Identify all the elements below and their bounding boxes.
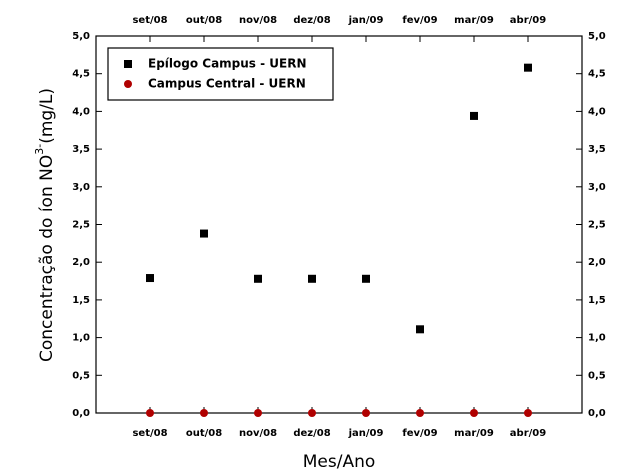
x-tick-label: fev/09 (402, 428, 437, 439)
point (470, 111, 478, 120)
y-tick-label: 4,0 (72, 106, 90, 117)
y2-tick-label: 1,0 (588, 333, 606, 344)
point (254, 409, 262, 417)
y2-tick-label: 2,0 (588, 257, 606, 268)
point (362, 409, 370, 417)
y-tick-label: 1,0 (72, 333, 90, 344)
x-axis-title: Mes/Ano (303, 452, 376, 472)
x-tick-label: out/08 (186, 428, 222, 439)
point (146, 409, 154, 417)
point (524, 63, 532, 72)
point (416, 409, 424, 417)
x2-tick-label: nov/08 (239, 15, 277, 26)
x2-tick-label: out/08 (186, 15, 222, 26)
x-tick-label: set/08 (132, 428, 167, 439)
y-tick-label: 3,5 (72, 144, 90, 155)
point (416, 325, 424, 334)
x-tick-label: nov/08 (239, 428, 277, 439)
point (308, 274, 316, 283)
point (200, 409, 208, 417)
y2-tick-label: 3,0 (588, 182, 606, 193)
y2-tick-label: 3,5 (588, 144, 606, 155)
x2-tick-label: jan/09 (348, 15, 384, 26)
x2-tick-label: mar/09 (454, 15, 494, 26)
y-tick-label: 3,0 (72, 182, 90, 193)
point (362, 274, 370, 283)
y-tick-label: 0,5 (72, 370, 90, 381)
point (200, 229, 208, 238)
legend-box (107, 47, 334, 101)
y-axis-title-main: Concentração do íon NO (37, 155, 57, 362)
x2-tick-label: set/08 (132, 15, 167, 26)
point (470, 409, 478, 417)
y-tick-label: 0,0 (72, 408, 90, 419)
y-axis-title: Concentração do íon NO3-(mg/L) (33, 88, 57, 362)
y2-tick-label: 4,5 (588, 69, 606, 80)
x-tick-label: jan/09 (348, 428, 384, 439)
legend-label: Epílogo Campus - UERN (148, 57, 307, 71)
x2-tick-label: abr/09 (510, 15, 546, 26)
x2-tick-label: dez/08 (293, 15, 330, 26)
y-tick-label: 4,5 (72, 69, 90, 80)
y-tick-label: 2,0 (72, 257, 90, 268)
y2-tick-label: 4,0 (588, 106, 606, 117)
point (524, 409, 532, 417)
y-tick-label: 2,5 (72, 220, 90, 231)
x-tick-label: dez/08 (293, 428, 330, 439)
legend-label: Campus Central - UERN (148, 77, 306, 91)
point (254, 274, 262, 283)
point (146, 274, 154, 283)
x2-tick-label: fev/09 (402, 15, 437, 26)
y-axis-title-sup: 3- (33, 144, 46, 155)
y-axis-title-suffix: (mg/L) (37, 88, 57, 144)
x-tick-label: mar/09 (454, 428, 494, 439)
point (308, 409, 316, 417)
y2-tick-label: 5,0 (588, 31, 606, 42)
point (124, 80, 132, 88)
y2-tick-label: 0,0 (588, 408, 606, 419)
y-tick-label: 5,0 (72, 31, 90, 42)
point (124, 60, 132, 68)
y2-tick-label: 1,5 (588, 295, 606, 306)
y2-tick-label: 2,5 (588, 220, 606, 231)
y2-tick-label: 0,5 (588, 370, 606, 381)
x-tick-label: abr/09 (510, 428, 546, 439)
y-tick-label: 1,5 (72, 295, 90, 306)
